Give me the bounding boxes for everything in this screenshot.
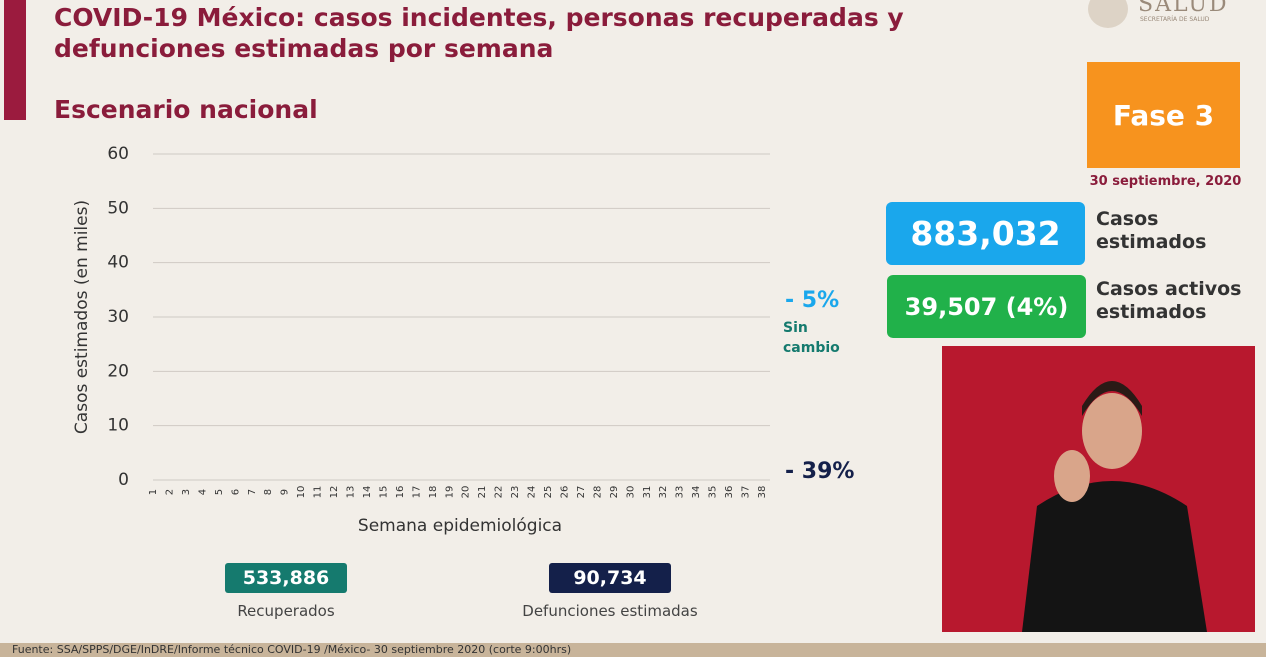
x-tick-label: 2 xyxy=(164,489,175,495)
stat-value: 533,886 xyxy=(225,563,347,593)
y-tick-label: 30 xyxy=(107,307,129,327)
date: 30 septiembre, 2020 xyxy=(1089,174,1242,189)
x-tick-label: 9 xyxy=(280,489,291,495)
stat-label: Recuperados xyxy=(237,602,335,620)
source: Fuente: SSA/SPPS/DGE/InDRE/Informe técni… xyxy=(0,643,1266,657)
x-tick-label: 17 xyxy=(411,486,422,499)
logo-subtitle: SECRETARÍA DE SALUD xyxy=(1140,16,1210,23)
x-tick-label: 18 xyxy=(428,486,439,499)
y-tick-label: 10 xyxy=(107,416,129,436)
x-tick-label: 7 xyxy=(247,489,258,495)
phase-badge: Fase 3 xyxy=(1087,62,1240,168)
x-tick-label: 30 xyxy=(625,486,636,499)
x-tick-label: 10 xyxy=(296,486,307,499)
x-tick-label: 20 xyxy=(461,486,472,499)
x-tick-label: 28 xyxy=(592,486,603,499)
x-tick-label: 12 xyxy=(329,486,340,499)
y-tick-label: 0 xyxy=(118,470,129,490)
x-tick-label: 32 xyxy=(658,486,669,499)
x-tick-label: 22 xyxy=(494,486,505,499)
stat-value: 883,032 xyxy=(886,202,1085,265)
x-tick-label: 6 xyxy=(230,489,241,495)
y-tick-label: 50 xyxy=(107,198,129,218)
x-tick-label: 4 xyxy=(197,489,208,495)
y-axis-label: Casos estimados (en miles) xyxy=(72,200,92,434)
x-tick-label: 13 xyxy=(346,486,357,499)
x-tick-label: 21 xyxy=(477,486,488,499)
x-tick-label: 11 xyxy=(313,486,324,499)
stat-value: 39,507 (4%) xyxy=(887,275,1086,338)
annotation: - 39% xyxy=(785,459,855,484)
interpreter-video xyxy=(942,346,1255,632)
video-frame xyxy=(1022,381,1207,632)
stat-label: Casos activos estimados xyxy=(1096,278,1242,323)
accent-bar xyxy=(4,0,26,120)
x-tick-label: 37 xyxy=(741,486,752,499)
x-tick-label: 34 xyxy=(691,486,702,499)
x-axis-label: Semana epidemiológica xyxy=(358,516,562,536)
x-tick-label: 38 xyxy=(757,486,768,499)
head xyxy=(1082,393,1142,469)
hand xyxy=(1054,450,1090,502)
y-tick-label: 60 xyxy=(107,144,129,164)
title: COVID-19 México: casos incidentes, perso… xyxy=(54,3,904,63)
x-tick-label: 3 xyxy=(181,489,192,495)
x-tick-label: 26 xyxy=(559,486,570,499)
subtitle: Escenario nacional xyxy=(54,95,318,124)
x-tick-label: 25 xyxy=(543,486,554,499)
annotation: - 5% xyxy=(785,288,840,313)
logo: SALUD xyxy=(1138,0,1229,17)
y-tick-label: 40 xyxy=(107,253,129,273)
x-tick-label: 29 xyxy=(609,486,620,499)
x-tick-label: 14 xyxy=(362,486,373,499)
x-tick-label: 33 xyxy=(675,486,686,499)
x-tick-label: 1 xyxy=(148,489,159,495)
y-tick-label: 20 xyxy=(107,361,129,381)
x-tick-label: 5 xyxy=(214,489,225,495)
x-tick-label: 31 xyxy=(642,486,653,499)
x-tick-label: 35 xyxy=(708,486,719,499)
x-tick-label: 27 xyxy=(576,486,587,499)
stat-label: Casos estimados xyxy=(1096,208,1207,253)
body xyxy=(1022,481,1207,632)
x-tick-label: 15 xyxy=(378,486,389,499)
x-tick-label: 36 xyxy=(724,486,735,499)
x-tick-label: 24 xyxy=(527,486,538,499)
stat-value: 90,734 xyxy=(549,563,671,593)
x-tick-label: 19 xyxy=(444,486,455,499)
x-tick-label: 16 xyxy=(395,486,406,499)
x-tick-label: 23 xyxy=(510,486,521,499)
annotation: Sin cambio xyxy=(783,320,840,356)
hair xyxy=(1082,381,1142,416)
stat-label: Defunciones estimadas xyxy=(522,602,698,620)
x-tick-label: 8 xyxy=(263,489,274,495)
